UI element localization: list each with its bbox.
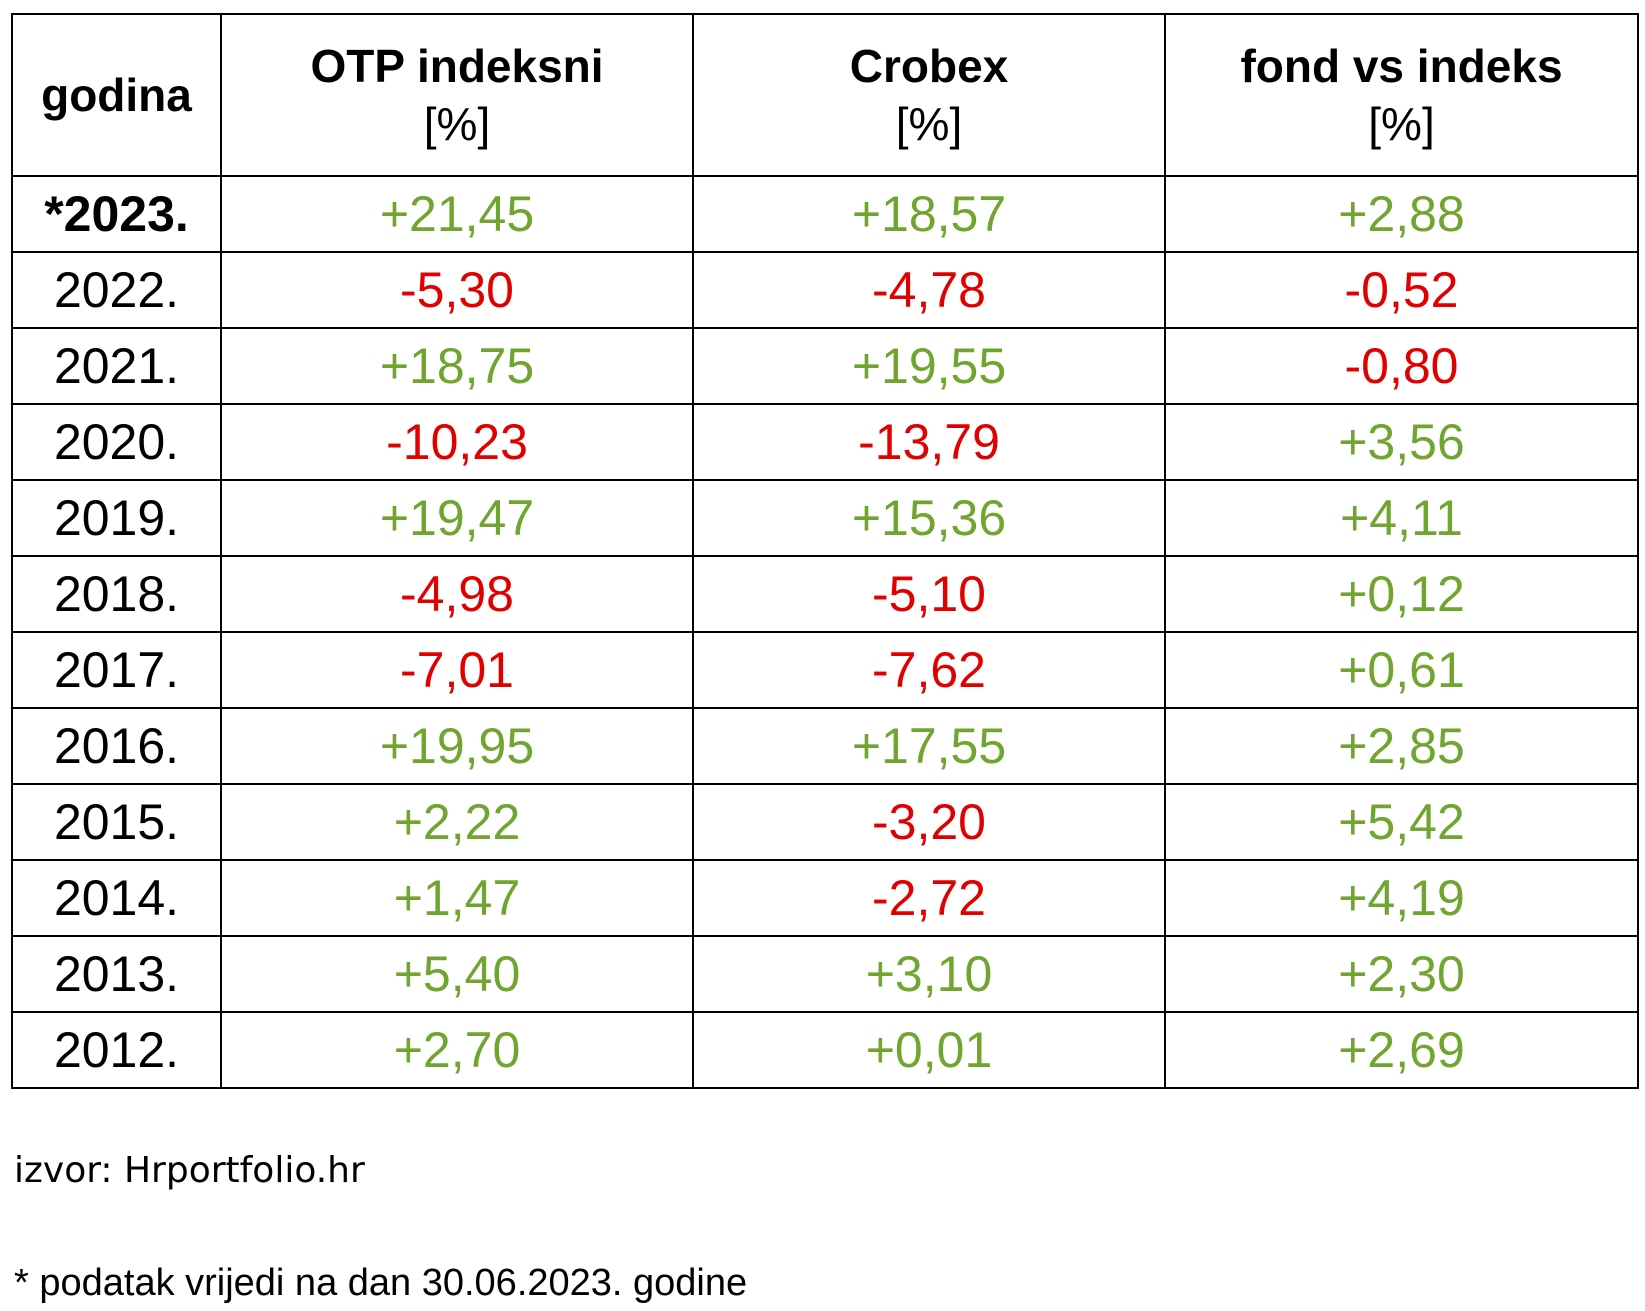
- year-cell: 2019.: [11, 479, 222, 557]
- otp-cell: +5,40: [220, 935, 694, 1013]
- header-row: godina OTP indeksni [%] Crobex [%] fond …: [11, 13, 1639, 177]
- year-cell: 2013.: [11, 935, 222, 1013]
- crobex-cell: -2,72: [692, 859, 1166, 937]
- table-row: 2016. +19,95 +17,55 +2,85: [11, 707, 1639, 785]
- otp-cell: +18,75: [220, 327, 694, 405]
- header-diff: fond vs indeks [%]: [1164, 13, 1639, 177]
- crobex-cell: -13,79: [692, 403, 1166, 481]
- crobex-cell: +19,55: [692, 327, 1166, 405]
- otp-cell: +19,95: [220, 707, 694, 785]
- diff-cell: +4,19: [1164, 859, 1639, 937]
- header-year-title: godina: [41, 69, 192, 121]
- crobex-cell: +17,55: [692, 707, 1166, 785]
- table-row: 2014. +1,47 -2,72 +4,19: [11, 859, 1639, 937]
- table-body: *2023. +21,45 +18,57 +2,88 2022. -5,30 -4,78 -0…: [11, 175, 1639, 1089]
- table-row: 2012. +2,70 +0,01 +2,69: [11, 1011, 1639, 1089]
- year-cell: 2017.: [11, 631, 222, 709]
- otp-cell: +1,47: [220, 859, 694, 937]
- year-cell: 2021.: [11, 327, 222, 405]
- header-otp: OTP indeksni [%]: [220, 13, 694, 177]
- crobex-cell: -4,78: [692, 251, 1166, 329]
- header-crobex: Crobex [%]: [692, 13, 1166, 177]
- year-cell: 2020.: [11, 403, 222, 481]
- crobex-cell: -5,10: [692, 555, 1166, 633]
- year-cell: 2015.: [11, 783, 222, 861]
- otp-cell: +2,70: [220, 1011, 694, 1089]
- diff-cell: -0,52: [1164, 251, 1639, 329]
- table-row: *2023. +21,45 +18,57 +2,88: [11, 175, 1639, 253]
- diff-cell: +2,69: [1164, 1011, 1639, 1089]
- table-row: 2022. -5,30 -4,78 -0,52: [11, 251, 1639, 329]
- header-crobex-unit: [%]: [895, 98, 963, 150]
- table-row: 2021. +18,75 +19,55 -0,80: [11, 327, 1639, 405]
- otp-cell: -4,98: [220, 555, 694, 633]
- crobex-cell: +18,57: [692, 175, 1166, 253]
- year-cell: *2023.: [11, 175, 222, 253]
- year-cell: 2022.: [11, 251, 222, 329]
- header-diff-unit: [%]: [1368, 98, 1435, 150]
- crobex-cell: -3,20: [692, 783, 1166, 861]
- otp-cell: -10,23: [220, 403, 694, 481]
- diff-cell: +2,88: [1164, 175, 1639, 253]
- header-otp-title: OTP indeksni: [310, 40, 604, 92]
- diff-cell: +2,30: [1164, 935, 1639, 1013]
- crobex-cell: +0,01: [692, 1011, 1166, 1089]
- year-cell: 2016.: [11, 707, 222, 785]
- diff-cell: +2,85: [1164, 707, 1639, 785]
- returns-table: godina OTP indeksni [%] Crobex [%] fond …: [11, 13, 1639, 1089]
- crobex-cell: -7,62: [692, 631, 1166, 709]
- otp-cell: +19,47: [220, 479, 694, 557]
- otp-cell: -5,30: [220, 251, 694, 329]
- year-cell: 2018.: [11, 555, 222, 633]
- footnote: * podatak vrijedi na dan 30.06.2023. god…: [14, 1262, 748, 1304]
- table-row: 2019. +19,47 +15,36 +4,11: [11, 479, 1639, 557]
- source-note: izvor: Hrportfolio.hr: [14, 1150, 365, 1191]
- diff-cell: +4,11: [1164, 479, 1639, 557]
- table-row: 2013. +5,40 +3,10 +2,30: [11, 935, 1639, 1013]
- year-cell: 2012.: [11, 1011, 222, 1089]
- diff-cell: +5,42: [1164, 783, 1639, 861]
- header-crobex-title: Crobex: [849, 40, 1009, 92]
- crobex-cell: +15,36: [692, 479, 1166, 557]
- diff-cell: +3,56: [1164, 403, 1639, 481]
- diff-cell: +0,61: [1164, 631, 1639, 709]
- table-row: 2020. -10,23 -13,79 +3,56: [11, 403, 1639, 481]
- crobex-cell: +3,10: [692, 935, 1166, 1013]
- diff-cell: +0,12: [1164, 555, 1639, 633]
- otp-cell: +21,45: [220, 175, 694, 253]
- year-cell: 2014.: [11, 859, 222, 937]
- table-row: 2017. -7,01 -7,62 +0,61: [11, 631, 1639, 709]
- header-year: godina: [11, 13, 222, 177]
- table-row: 2018. -4,98 -5,10 +0,12: [11, 555, 1639, 633]
- otp-cell: +2,22: [220, 783, 694, 861]
- header-diff-title: fond vs indeks: [1240, 40, 1563, 92]
- diff-cell: -0,80: [1164, 327, 1639, 405]
- header-otp-unit: [%]: [423, 98, 491, 150]
- table-row: 2015. +2,22 -3,20 +5,42: [11, 783, 1639, 861]
- otp-cell: -7,01: [220, 631, 694, 709]
